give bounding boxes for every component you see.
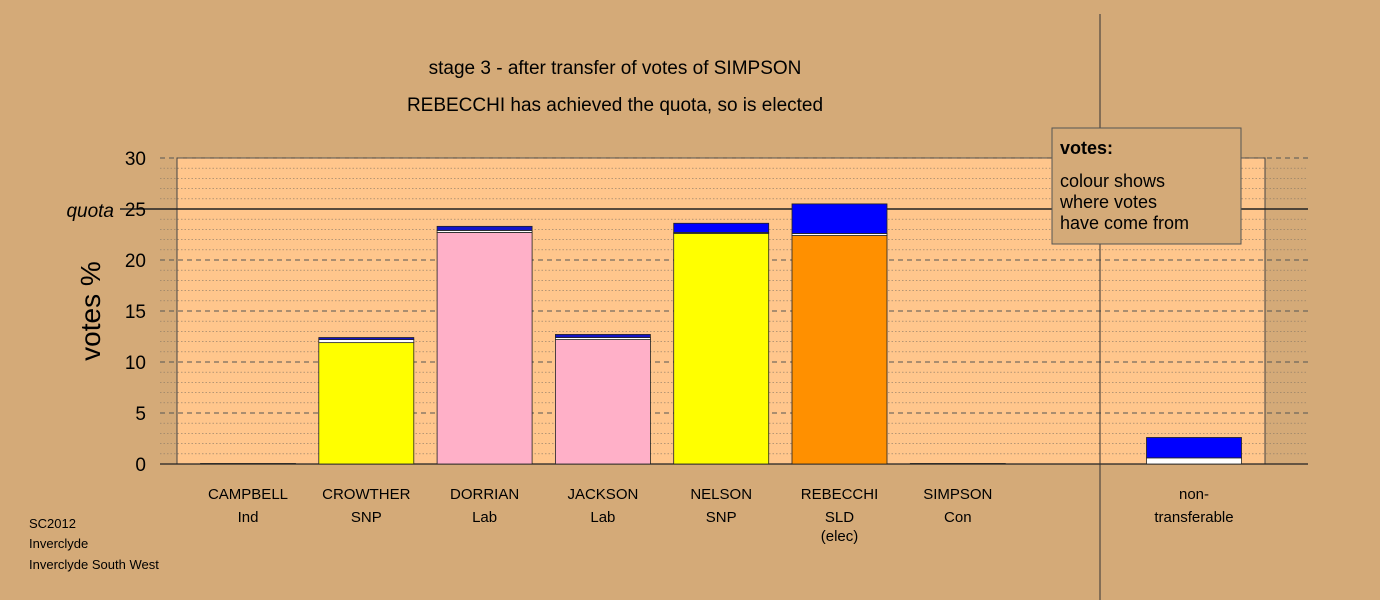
y-tick-label: 15 [125, 302, 146, 323]
bar-segment [200, 463, 296, 465]
candidate-bar [791, 203, 888, 465]
y-tick-label: 10 [125, 353, 146, 374]
bar-segment [555, 339, 651, 465]
legend: votes: colour shows where votes have com… [1051, 127, 1242, 245]
candidate-party: SNP [351, 509, 382, 526]
candidate-bar [1146, 437, 1242, 465]
candidate-bar [318, 337, 415, 465]
y-tick-label: 5 [135, 404, 146, 425]
candidate-party: SLD [825, 509, 854, 526]
candidate-bar [200, 463, 296, 465]
y-tick-label: 30 [125, 149, 146, 170]
candidate-name: DORRIAN [450, 486, 519, 503]
footer-line-3: Inverclyde South West [29, 557, 159, 572]
candidate-party: Con [944, 509, 972, 526]
bar-segment [318, 337, 415, 340]
bar-segment [318, 342, 415, 465]
bar-segment [436, 232, 533, 465]
bar-segment [555, 334, 651, 338]
y-tick-label: 25 [125, 200, 146, 221]
bar-segment [1146, 437, 1242, 459]
legend-title: votes: [1060, 138, 1113, 158]
bar-segment [673, 233, 770, 465]
candidate-name: JACKSON [567, 486, 638, 503]
bar-segment [318, 339, 415, 344]
candidate-bar [673, 222, 770, 465]
footer-line-1: SC2012 [29, 516, 76, 531]
chart-title: stage 3 - after transfer of votes of SIM… [429, 58, 802, 79]
candidate-name: non- [1179, 486, 1209, 503]
candidate-bar [909, 463, 1006, 465]
y-tick-label: 0 [135, 455, 146, 476]
bar-segment [791, 235, 888, 465]
footer-line-2: Inverclyde [29, 536, 88, 551]
y-ticks: 0 5 10 15 20 25 30 [125, 149, 146, 476]
chart-subtitle: REBECCHI has achieved the quota, so is e… [407, 95, 823, 116]
candidate-note: (elec) [821, 528, 859, 545]
bars [200, 203, 1242, 465]
candidate-bar [436, 225, 533, 465]
candidate-name: CROWTHER [322, 486, 410, 503]
candidate-party: SNP [706, 509, 737, 526]
bar-segment [1146, 457, 1242, 465]
legend-line-2: where votes [1059, 192, 1157, 212]
bar-segment [791, 203, 888, 234]
footer: SC2012 Inverclyde Inverclyde South West [29, 516, 159, 572]
candidate-party: transferable [1154, 509, 1233, 526]
bar-segment [909, 463, 1006, 465]
candidate-name: SIMPSON [923, 486, 992, 503]
legend-box [1051, 127, 1242, 245]
candidate-name: REBECCHI [801, 486, 879, 503]
candidate-labels: CAMPBELL Ind CROWTHER SNP DORRIAN Lab JACKSON L… [208, 486, 1234, 545]
candidate-name: NELSON [690, 486, 752, 503]
candidate-party: Lab [472, 509, 497, 526]
candidate-party: Ind [238, 509, 259, 526]
bar-segment [673, 222, 770, 233]
candidate-party: Lab [590, 509, 615, 526]
candidate-name: CAMPBELL [208, 486, 288, 503]
legend-line-1: colour shows [1060, 171, 1165, 191]
bar-segment [436, 225, 533, 231]
candidate-bar [555, 334, 651, 465]
y-tick-label: 20 [125, 251, 146, 272]
y-axis-label: votes % [75, 261, 106, 361]
quota-label: quota [66, 201, 114, 222]
legend-line-3: have come from [1060, 213, 1189, 233]
